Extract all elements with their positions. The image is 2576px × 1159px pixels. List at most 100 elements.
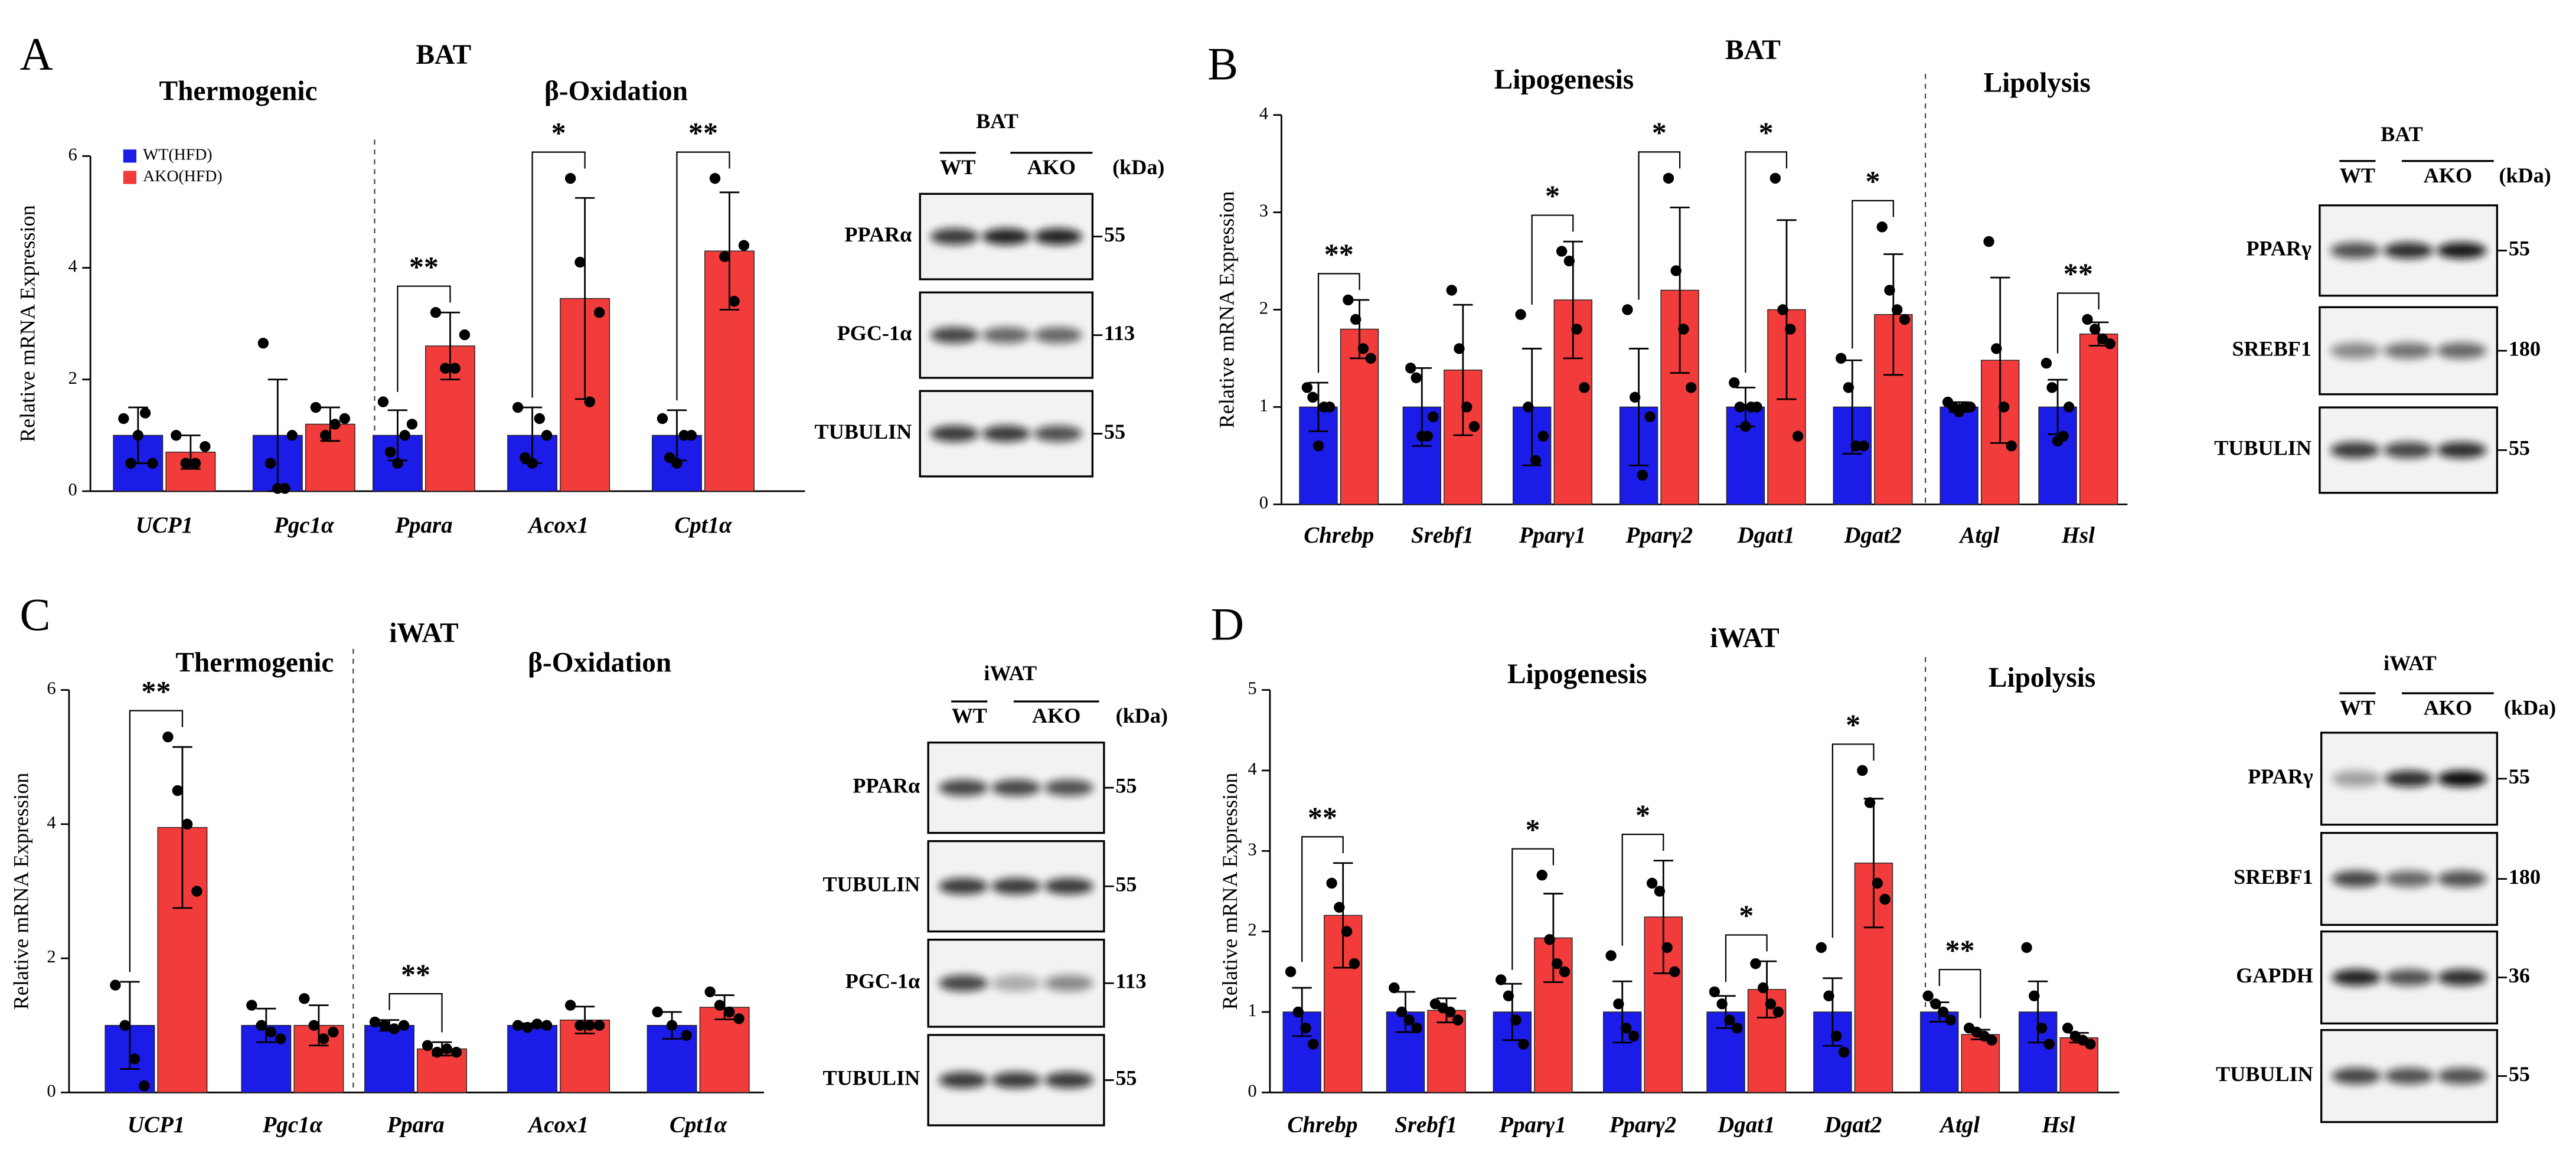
data-point: [1454, 343, 1465, 354]
significance-label: *: [1635, 798, 1650, 831]
blot-band: [2384, 442, 2434, 459]
data-point: [531, 1018, 543, 1030]
data-point: [1341, 926, 1353, 937]
y-tick-label: 0: [1248, 1080, 1256, 1101]
data-point: [286, 430, 298, 441]
blot-band: [1034, 228, 1082, 245]
y-tick-label: 3: [1248, 839, 1256, 859]
bar: [2079, 334, 2118, 505]
data-point: [1292, 1006, 1304, 1018]
blot-band: [930, 228, 979, 245]
data-point: [172, 785, 183, 796]
data-point: [2089, 324, 2101, 335]
data-point: [265, 458, 276, 469]
data-point: [265, 1026, 277, 1038]
data-point: [1563, 255, 1575, 267]
data-point: [564, 1000, 576, 1011]
data-point: [1661, 942, 1673, 954]
data-point: [1461, 401, 1473, 413]
blot-band: [2437, 770, 2487, 787]
significance-label: *: [551, 116, 566, 149]
x-tick-label: Chrebp: [1304, 523, 1374, 548]
data-point: [714, 1000, 726, 1011]
data-point: [1724, 1014, 1735, 1026]
data-point: [339, 413, 351, 425]
data-point: [1729, 377, 1740, 388]
chart-title: BAT: [416, 40, 471, 70]
significance-bracket: [1852, 200, 1894, 349]
blot-title: iWAT: [2384, 651, 2437, 675]
data-point: [1670, 265, 1682, 276]
kda-label: 55: [1115, 1066, 1137, 1090]
data-point: [162, 731, 174, 743]
data-point: [190, 458, 201, 469]
y-tick-label: 4: [68, 256, 77, 276]
blot-band: [2384, 242, 2434, 259]
data-point: [2085, 1039, 2096, 1050]
significance-bracket: [676, 151, 730, 401]
data-point: [2029, 990, 2040, 1001]
y-tick-label: 2: [1259, 298, 1268, 318]
significance-bracket: [1938, 969, 1981, 1018]
data-point: [1300, 1023, 1311, 1034]
data-point: [1751, 401, 1762, 413]
blot-band: [939, 878, 988, 895]
error-bar: [719, 191, 740, 311]
significance-bracket: [1511, 848, 1554, 970]
x-tick-label: UCP1: [128, 1112, 185, 1138]
data-point: [2040, 357, 2052, 369]
chart-title: BAT: [1725, 35, 1781, 66]
blot-band: [2332, 770, 2381, 787]
data-point: [1349, 958, 1360, 969]
blot-band: [939, 779, 988, 796]
x-tick-label: Pgc1α: [273, 512, 335, 538]
data-point: [527, 458, 538, 469]
kda-label: 180: [2509, 337, 2541, 360]
significance-label: *: [1739, 899, 1754, 932]
data-point: [1758, 982, 1769, 994]
data-point: [1777, 304, 1788, 315]
significance-bracket: [1745, 151, 1788, 373]
group-label: Lipolysis: [1984, 68, 2091, 99]
kda-label: 113: [1115, 969, 1146, 993]
x-tick-label: Dgat2: [1843, 523, 1901, 548]
group-label: Lipogenesis: [1494, 64, 1634, 95]
data-point: [1858, 440, 1869, 452]
blot-band: [1034, 425, 1082, 442]
data-point: [2043, 1039, 2055, 1050]
data-point: [1313, 440, 1324, 452]
error-bar: [1333, 862, 1353, 969]
lane-label: AKO: [1032, 704, 1080, 727]
data-point: [1991, 343, 2002, 354]
blot-band: [939, 1072, 988, 1089]
data-point: [541, 430, 553, 441]
lane-label: WT: [952, 704, 987, 727]
error-bar: [1612, 980, 1633, 1044]
significance-bracket: [1301, 836, 1344, 962]
blot-row-label: PPARα: [844, 223, 912, 246]
data-point: [299, 993, 310, 1004]
data-point: [1350, 314, 1362, 325]
blot-row-label: TUBULIN: [822, 1066, 920, 1090]
lane-label: WT: [2340, 164, 2375, 187]
data-point: [1899, 314, 1911, 325]
data-point: [738, 240, 750, 251]
y-tick-label: 1: [1248, 1000, 1256, 1020]
significance-label: **: [1945, 933, 1974, 967]
data-point: [191, 886, 203, 897]
x-tick-label: UCP1: [136, 512, 193, 538]
data-point: [681, 1030, 692, 1041]
y-tick-label: 4: [47, 812, 55, 832]
x-tick-label: Pparγ2: [1625, 523, 1693, 548]
data-point: [1872, 877, 1883, 889]
panel-letter: C: [19, 589, 50, 640]
data-point: [584, 1020, 595, 1031]
blot-band: [2437, 969, 2487, 986]
data-point: [1308, 1039, 1319, 1050]
x-tick-label: Chrebp: [1287, 1112, 1357, 1138]
blot-band: [982, 327, 1031, 344]
data-point: [1452, 1014, 1464, 1026]
data-point: [1445, 1006, 1456, 1018]
x-tick-label: Atgl: [1958, 523, 1999, 548]
blot-band: [2384, 770, 2434, 787]
